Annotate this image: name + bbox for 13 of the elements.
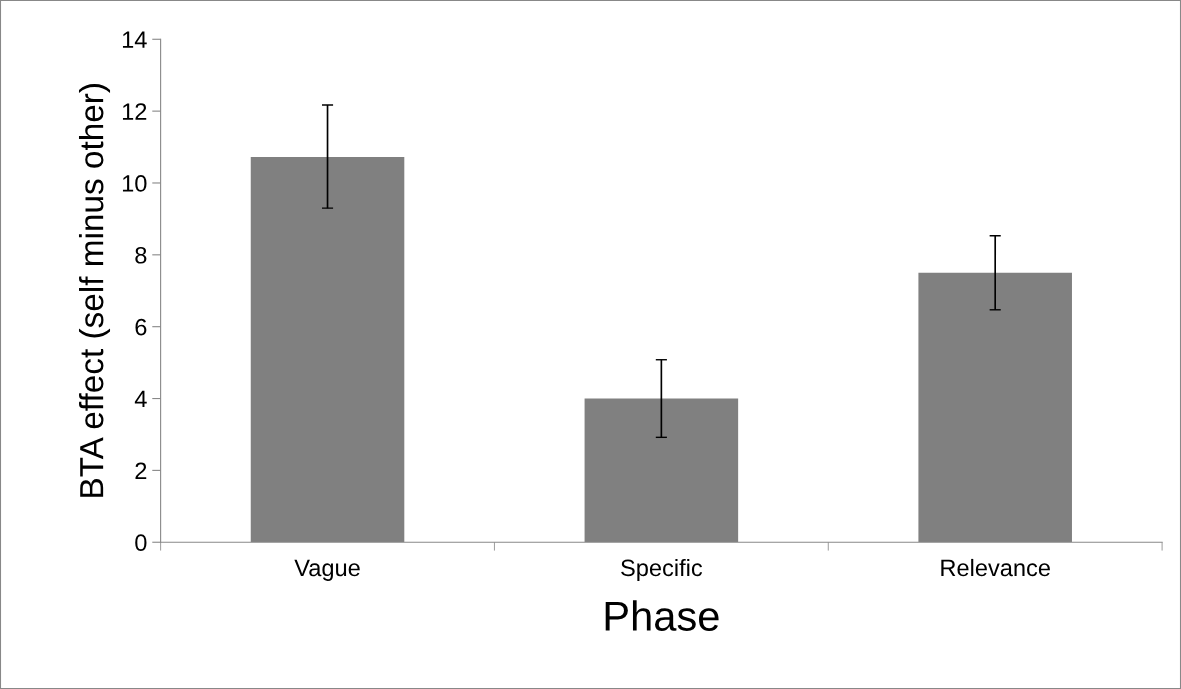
y-axis-title: BTA effect (self minus other) — [78, 84, 111, 497]
y-tick-label: 14 — [122, 31, 147, 48]
x-tick-label: Relevance — [941, 558, 1050, 577]
y-tick-label: 0 — [135, 534, 147, 552]
y-tick-label: 10 — [122, 175, 147, 192]
y-tick-label: 6 — [135, 318, 147, 336]
y-tick-label: 4 — [134, 390, 147, 408]
y-tick-label: 12 — [122, 103, 147, 120]
x-axis-title: Phase — [605, 600, 719, 631]
y-tick-label: 8 — [135, 246, 147, 264]
x-tick-label: Vague — [294, 559, 360, 581]
x-tick-label: Specific — [621, 558, 703, 581]
y-tick-label: 2 — [135, 462, 147, 479]
